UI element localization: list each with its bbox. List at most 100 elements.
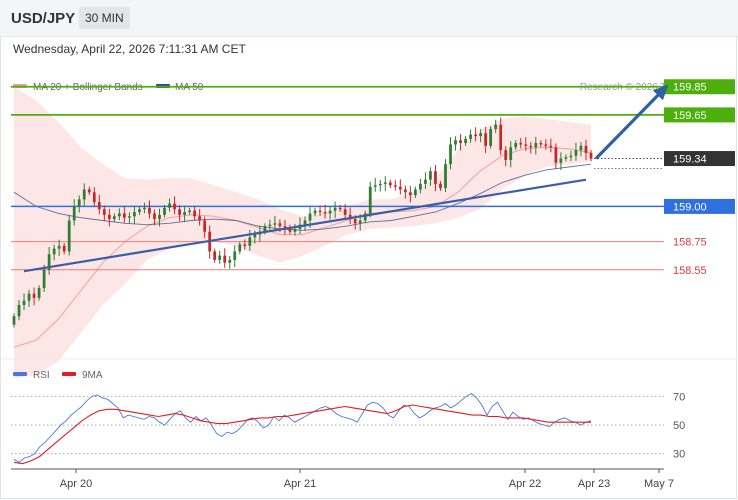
rsi-level-label-30: 30 xyxy=(673,449,685,461)
candle xyxy=(569,150,573,162)
rsi-level-label-70: 70 xyxy=(673,391,685,403)
candle-body xyxy=(544,144,548,146)
forecast-arrow xyxy=(594,85,668,160)
candle xyxy=(148,200,151,219)
candle xyxy=(514,140,518,151)
candle xyxy=(454,136,457,151)
candle-body xyxy=(47,254,51,270)
candle-body xyxy=(62,245,66,252)
candle xyxy=(77,195,81,213)
candle xyxy=(303,216,307,231)
candle-body xyxy=(52,248,56,255)
candle xyxy=(12,313,16,328)
candle xyxy=(313,207,317,217)
candle xyxy=(178,205,181,222)
candle xyxy=(42,264,46,292)
candle xyxy=(579,141,583,157)
level-158-55-label: 158.55 xyxy=(673,265,707,277)
candle xyxy=(439,181,442,191)
candle-body xyxy=(419,183,422,190)
candle xyxy=(564,154,568,162)
candle xyxy=(559,152,563,171)
candle-body xyxy=(97,202,101,210)
candle xyxy=(47,246,51,275)
candle-body xyxy=(323,212,327,214)
candle-body xyxy=(77,199,81,207)
candle-body xyxy=(22,300,26,305)
candle-body xyxy=(288,227,292,232)
candle xyxy=(188,207,191,215)
candle xyxy=(228,255,232,269)
level-159-85-label: 159.85 xyxy=(673,82,707,94)
rsi-line xyxy=(13,393,592,463)
candle-body xyxy=(213,251,217,260)
candle xyxy=(218,250,222,264)
candle-body xyxy=(529,145,533,148)
candle-body xyxy=(353,219,357,224)
candle xyxy=(72,199,76,226)
candle-body xyxy=(67,220,71,252)
candle xyxy=(383,176,387,192)
candle-body xyxy=(92,192,96,203)
candle xyxy=(153,209,156,226)
candle xyxy=(213,248,217,263)
candle xyxy=(37,285,41,301)
candle xyxy=(22,293,26,311)
candle xyxy=(343,204,347,219)
candle-body xyxy=(12,316,16,325)
candle xyxy=(123,206,126,223)
candle xyxy=(17,299,21,321)
candle-body xyxy=(243,244,247,246)
candle-body xyxy=(484,133,488,146)
candle-body xyxy=(117,213,121,217)
candle-body xyxy=(218,255,222,260)
candle xyxy=(193,205,197,221)
candle xyxy=(419,178,422,194)
candle xyxy=(328,206,332,220)
candle-body xyxy=(429,171,432,180)
candle-body xyxy=(263,226,267,232)
candle xyxy=(238,241,242,255)
candle xyxy=(464,136,467,146)
candle xyxy=(414,186,417,198)
candle-body xyxy=(32,293,36,298)
candle xyxy=(32,287,36,306)
candle xyxy=(283,219,287,235)
candle xyxy=(67,215,71,256)
candle-body xyxy=(424,179,427,184)
candle-body xyxy=(479,133,482,137)
level-159-65-tag xyxy=(664,107,735,123)
chart-datetime: Wednesday, April 22, 2026 7:11:31 AM CET xyxy=(13,42,246,56)
candle-body xyxy=(368,186,372,214)
candle-body xyxy=(248,237,252,246)
candle xyxy=(57,239,61,256)
candle xyxy=(82,183,86,207)
candle-body xyxy=(499,124,503,151)
candle-body xyxy=(42,269,46,289)
candle-body xyxy=(318,210,322,213)
candle xyxy=(223,248,227,268)
candle xyxy=(539,140,543,148)
level-159-65-label: 159.65 xyxy=(673,110,707,122)
candle-body xyxy=(278,223,282,227)
candle-body xyxy=(168,203,171,208)
candle-body xyxy=(158,214,161,220)
candle xyxy=(378,179,382,192)
candle-body xyxy=(579,145,583,151)
candle-body xyxy=(504,150,508,160)
x-tick-label: Apr 21 xyxy=(284,478,316,490)
candle xyxy=(243,239,247,250)
moving-averages xyxy=(13,146,592,348)
candle xyxy=(62,243,66,255)
candlesticks xyxy=(12,117,593,328)
candle-body xyxy=(193,210,197,217)
candle-body xyxy=(313,210,317,214)
candle xyxy=(52,244,56,261)
candle-body xyxy=(489,128,493,146)
candle xyxy=(524,137,528,151)
level-159-34-tag xyxy=(664,151,735,167)
timeframe-button[interactable]: 30 MIN xyxy=(79,7,130,29)
candle xyxy=(408,186,412,203)
candle-body xyxy=(383,182,387,184)
